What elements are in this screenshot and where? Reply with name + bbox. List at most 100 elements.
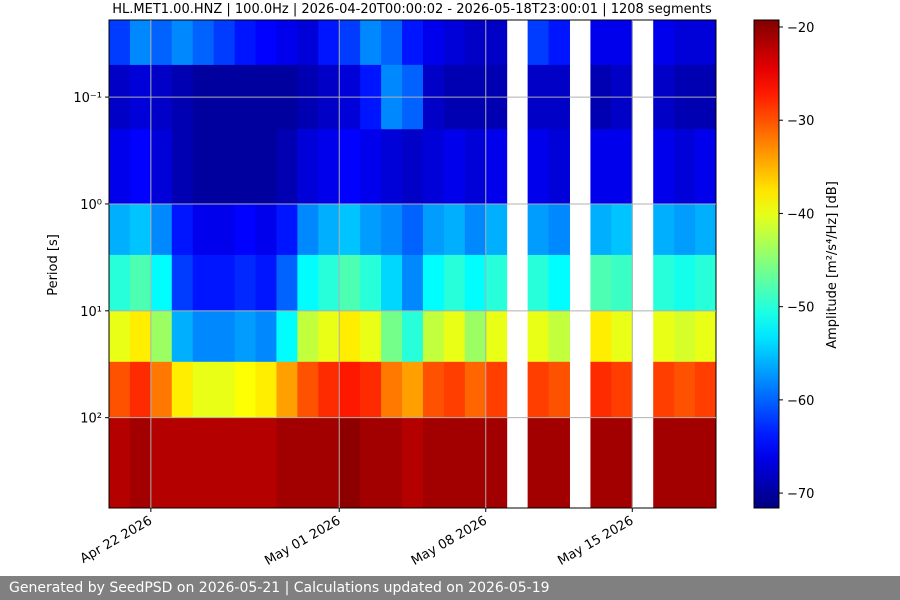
heat-cell <box>318 254 340 312</box>
y-axis-label: Period [s] <box>46 234 61 296</box>
heat-cell <box>527 361 550 419</box>
heat-cell <box>297 129 319 205</box>
heat-cell <box>695 417 717 509</box>
heat-cell <box>339 129 361 205</box>
heat-cell <box>150 129 173 205</box>
heat-cell <box>255 310 277 363</box>
heat-cell <box>213 20 236 66</box>
heat-cell <box>213 129 236 205</box>
heat-cell <box>234 254 257 312</box>
heat-cell <box>464 361 487 419</box>
heat-cell <box>485 417 508 509</box>
heat-cell <box>402 310 424 363</box>
heat-cell <box>548 417 570 509</box>
heat-cell <box>109 129 131 205</box>
heat-cell <box>360 203 382 256</box>
heat-cell <box>339 254 361 312</box>
heat-cell <box>129 361 152 419</box>
heat-cell <box>422 361 445 419</box>
heat-cell <box>611 203 633 256</box>
heat-cell <box>192 254 215 312</box>
heat-cell <box>276 20 298 66</box>
heat-cell <box>381 361 403 419</box>
y-tick-label: 10¹ <box>80 305 102 320</box>
colorbar <box>753 19 780 509</box>
heat-cell <box>150 20 173 66</box>
plot-frame <box>108 19 717 509</box>
heat-cell <box>402 254 424 312</box>
heat-cell <box>695 254 717 312</box>
heat-cell <box>464 254 487 312</box>
heat-cell <box>171 310 194 363</box>
heat-cell <box>276 254 298 312</box>
heat-cell <box>255 254 277 312</box>
heat-cell <box>527 254 550 312</box>
heat-cell <box>255 203 277 256</box>
heat-cell <box>360 361 382 419</box>
heat-cell <box>485 361 508 419</box>
heat-cell <box>653 20 675 66</box>
heat-cell <box>318 417 340 509</box>
heat-cell <box>548 129 570 205</box>
heat-cell <box>276 203 298 256</box>
heat-cell <box>695 20 717 66</box>
heat-cell <box>381 129 403 205</box>
heat-cell <box>381 417 403 509</box>
x-tick-label: May 01 2026 <box>262 513 343 568</box>
heat-cell <box>234 361 257 419</box>
heat-cell <box>443 361 466 419</box>
heat-cell <box>129 417 152 509</box>
heat-cell <box>129 20 152 66</box>
heat-cell <box>213 361 236 419</box>
heat-cell <box>674 417 696 509</box>
heat-cell <box>611 417 633 509</box>
heat-cell <box>150 254 173 312</box>
x-tick-label: May 08 2026 <box>409 513 490 568</box>
heat-cell <box>695 129 717 205</box>
heat-cell <box>192 20 215 66</box>
heat-cell <box>255 417 277 509</box>
heat-cell <box>234 129 257 205</box>
heat-cell <box>464 20 487 66</box>
heat-cell <box>674 310 696 363</box>
heat-cell <box>297 203 319 256</box>
heat-cell <box>297 254 319 312</box>
heat-cell <box>360 129 382 205</box>
heat-cell <box>422 254 445 312</box>
heat-cell <box>297 20 319 66</box>
heat-cell <box>109 361 131 419</box>
heat-cell <box>297 417 319 509</box>
heat-cell <box>318 129 340 205</box>
heat-cell <box>276 417 298 509</box>
heat-cell <box>192 203 215 256</box>
x-tick-label: Apr 22 2026 <box>78 513 155 566</box>
heat-cell <box>192 310 215 363</box>
heat-cell <box>653 310 675 363</box>
heat-cell <box>276 361 298 419</box>
heat-cell <box>339 203 361 256</box>
heat-cell <box>422 203 445 256</box>
heat-cell <box>234 203 257 256</box>
heat-cell <box>422 310 445 363</box>
heat-cell <box>653 254 675 312</box>
heat-cell <box>674 361 696 419</box>
colorbar-tick-label: −20 <box>787 21 814 36</box>
heat-cell <box>192 361 215 419</box>
heat-cell <box>402 203 424 256</box>
colorbar-tick-label: −70 <box>787 487 814 502</box>
heat-cell <box>443 254 466 312</box>
y-tick-label: 10² <box>80 412 102 427</box>
colorbar-tick-label: −60 <box>787 394 814 409</box>
heat-cell <box>109 417 131 509</box>
heat-cell <box>402 20 424 66</box>
heat-cell <box>443 310 466 363</box>
heat-cell <box>611 129 633 205</box>
heat-cell <box>548 254 570 312</box>
heat-cell <box>171 361 194 419</box>
heat-cell <box>422 417 445 509</box>
heat-cell <box>360 417 382 509</box>
heat-cell <box>674 129 696 205</box>
heat-cell <box>171 417 194 509</box>
heat-cell <box>443 417 466 509</box>
heat-cell <box>590 361 612 419</box>
